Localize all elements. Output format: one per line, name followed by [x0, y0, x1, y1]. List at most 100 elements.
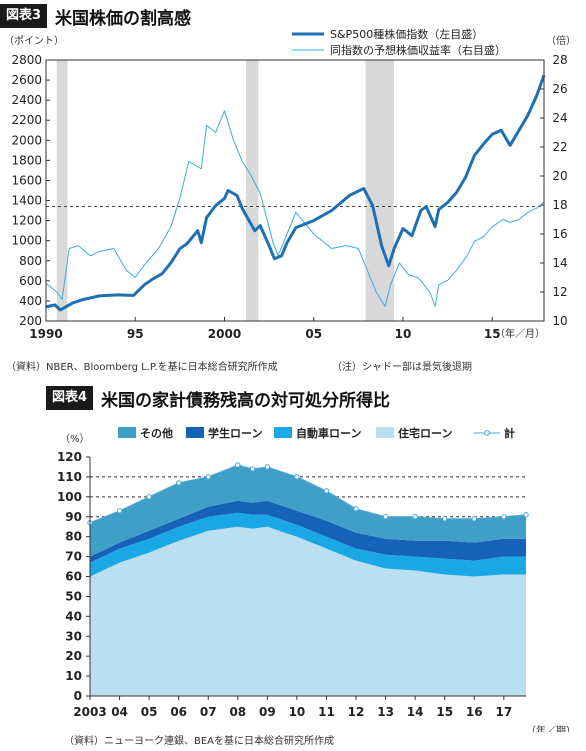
y-tick-label: 0: [74, 689, 82, 703]
area-自動車ローン: [90, 512, 526, 577]
legend-label: その他: [140, 426, 173, 440]
left-tick-label: 600: [19, 274, 42, 288]
figure3-source: （資料）NBER、Bloomberg L.P.を基に日本総合研究所作成: [6, 362, 278, 373]
figure3-header: 図表3 米国株価の割高感: [0, 4, 192, 29]
x-suffix: （年／月）: [495, 327, 545, 340]
total-point: [146, 494, 152, 500]
figure4-badge: 図表4: [46, 386, 94, 410]
left-tick-label: 1200: [11, 214, 42, 228]
y-tick-label: 80: [65, 530, 82, 544]
x-tick-label: 15: [484, 327, 501, 341]
legend-label: 自動車ローン: [296, 426, 361, 440]
total-point: [249, 466, 256, 472]
x-tick-label: 10: [289, 705, 306, 719]
y-tick-label: 120: [57, 450, 82, 464]
x-tick-label: 05: [305, 327, 322, 341]
recession-shade: [56, 60, 68, 321]
right-tick-label: 14: [552, 256, 567, 270]
total-point: [175, 480, 182, 486]
right-tick-label: 18: [552, 198, 567, 212]
left-tick-label: 400: [19, 294, 42, 308]
figure4-header: 図表4 米国の家計債務残高の対可処分所得比: [0, 386, 391, 411]
right-tick-label: 26: [552, 82, 567, 96]
legend-swatch: [376, 427, 394, 438]
total-point: [116, 508, 123, 514]
legend-total-marker: [484, 430, 490, 436]
x-tick-label: 2000: [208, 327, 241, 341]
y-tick-label: 50: [65, 589, 82, 603]
figure4-source: （資料）ニューヨーク連銀、BEAを基に日本総合研究所作成: [64, 736, 335, 747]
total-point: [412, 514, 418, 520]
legend-label: 住宅ローン: [398, 426, 452, 440]
left-tick-label: 2800: [11, 53, 42, 67]
total-point: [205, 474, 211, 480]
left-tick-label: 1800: [11, 153, 42, 167]
area-その他: [90, 465, 526, 557]
x-tick-label: 14: [407, 705, 424, 719]
right-tick-label: 20: [552, 169, 567, 183]
total-point: [323, 488, 330, 494]
y-tick-label: 70: [65, 550, 82, 564]
figure3-title: 米国株価の割高感: [55, 8, 192, 29]
x-tick-label: 05: [141, 705, 158, 719]
x-tick-label: 10: [395, 327, 412, 341]
figure4-title: 米国の家計債務残高の対可処分所得比: [101, 390, 391, 411]
plot-frame: [45, 59, 545, 322]
left-tick-label: 2200: [11, 113, 42, 127]
x-tick-label: 1990: [29, 327, 62, 341]
total-point: [264, 464, 271, 470]
recession-shade: [365, 60, 395, 321]
legend-per-label: 同指数の予想株価収益率（右目盛）: [330, 43, 506, 57]
legend-swatch: [186, 427, 204, 438]
y-unit: （%）: [60, 433, 90, 445]
x-tick-label: 08: [229, 705, 246, 719]
right-unit: （倍）: [546, 34, 576, 47]
area-学生ローン: [90, 500, 526, 563]
right-tick-label: 24: [552, 111, 567, 125]
legend-total-label: 計: [504, 426, 515, 440]
sp500-line: [45, 74, 546, 312]
left-tick-label: 2000: [11, 133, 42, 147]
x-tick-label: 11: [318, 705, 335, 719]
x-tick-label: 2003: [73, 705, 106, 719]
area-住宅ローン: [90, 526, 526, 696]
recession-shade: [245, 60, 259, 321]
total-point: [382, 514, 389, 520]
y-tick-label: 10: [65, 669, 82, 683]
total-point: [294, 474, 300, 480]
legend-sp500-label: S&P500種株価指数（左目盛）: [330, 28, 483, 41]
left-tick-label: 200: [19, 314, 42, 328]
legend-swatch: [274, 427, 292, 438]
x-tick-label: 15: [436, 705, 453, 719]
y-tick-label: 100: [57, 490, 82, 504]
total-point: [501, 514, 507, 520]
left-tick-label: 2400: [11, 93, 42, 107]
x-tick-label: 12: [348, 705, 365, 719]
x-tick-label: 13: [377, 705, 394, 719]
figure3-chart: 200 400 600 800 1000 1200 1400 1600 1800 2000 2200…: [4, 28, 576, 341]
figure3-badge: 図表3: [0, 4, 48, 28]
total-point: [353, 506, 359, 512]
y-tick-label: 60: [65, 570, 82, 584]
right-tick-label: 16: [552, 227, 567, 241]
right-tick-label: 28: [552, 53, 567, 67]
x-suffix: （年／期）: [526, 724, 576, 732]
x-tick-label: 07: [200, 705, 217, 719]
legend-swatch: [118, 427, 136, 438]
legend-label: 学生ローン: [208, 426, 262, 440]
left-tick-label: 800: [19, 254, 42, 268]
total-point: [235, 462, 241, 468]
total-point: [523, 512, 529, 518]
left-tick-label: 2600: [11, 73, 42, 87]
left-tick-label: 1600: [11, 173, 42, 187]
right-tick-label: 10: [552, 314, 567, 328]
right-tick-label: 22: [552, 140, 567, 154]
figure3-note: （注）シャドー部は景気後退期: [332, 362, 472, 373]
per-line: [45, 110, 545, 307]
y-tick-label: 110: [57, 470, 82, 484]
figure4-chart: 0 10 20 30 40 50 60 70 80 90 100 110 120 2003 04 05 06 07…: [57, 426, 576, 732]
y-tick-label: 40: [65, 609, 82, 623]
right-tick-label: 12: [552, 285, 567, 299]
left-tick-label: 1400: [11, 194, 42, 208]
total-point: [442, 516, 448, 522]
